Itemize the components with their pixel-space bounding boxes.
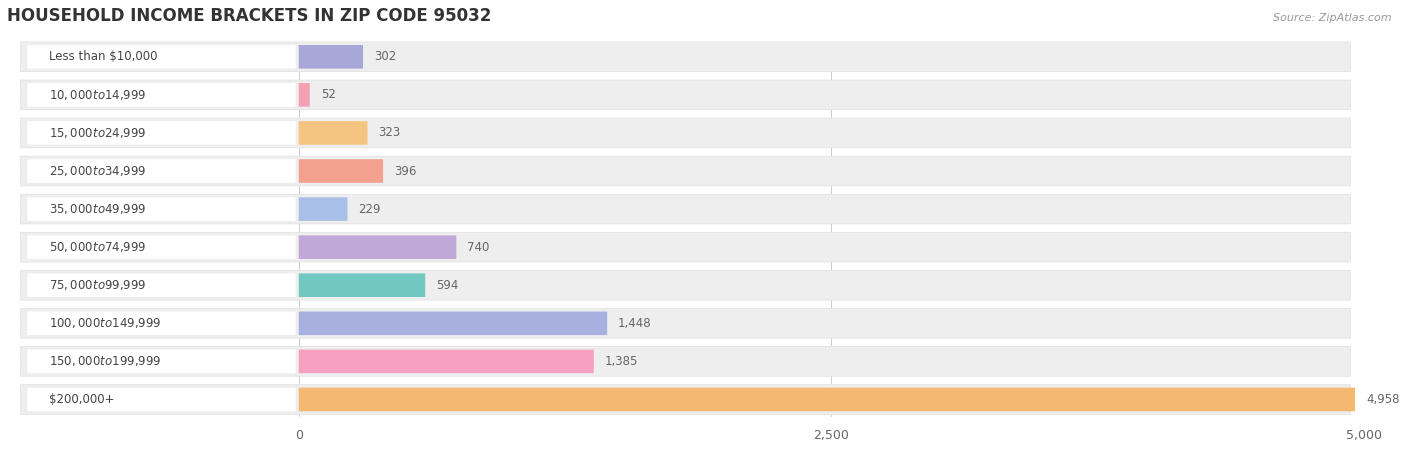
FancyBboxPatch shape — [27, 387, 295, 411]
Text: $75,000 to $99,999: $75,000 to $99,999 — [49, 278, 146, 292]
FancyBboxPatch shape — [21, 308, 1350, 338]
FancyBboxPatch shape — [21, 347, 1350, 376]
Text: 4,958: 4,958 — [1367, 393, 1399, 406]
FancyBboxPatch shape — [21, 270, 1350, 300]
FancyBboxPatch shape — [21, 156, 1350, 186]
Text: $50,000 to $74,999: $50,000 to $74,999 — [49, 240, 146, 254]
FancyBboxPatch shape — [27, 159, 295, 183]
Text: 323: 323 — [378, 127, 401, 140]
FancyBboxPatch shape — [298, 350, 593, 373]
FancyBboxPatch shape — [27, 197, 295, 221]
Text: 740: 740 — [467, 241, 489, 254]
Text: $150,000 to $199,999: $150,000 to $199,999 — [49, 354, 162, 368]
FancyBboxPatch shape — [27, 121, 295, 145]
Text: 302: 302 — [374, 50, 396, 63]
FancyBboxPatch shape — [298, 235, 457, 259]
FancyBboxPatch shape — [298, 273, 425, 297]
FancyBboxPatch shape — [298, 387, 1355, 411]
Text: $10,000 to $14,999: $10,000 to $14,999 — [49, 88, 146, 102]
FancyBboxPatch shape — [27, 350, 295, 373]
Text: $100,000 to $149,999: $100,000 to $149,999 — [49, 316, 162, 330]
FancyBboxPatch shape — [27, 235, 295, 259]
Text: Source: ZipAtlas.com: Source: ZipAtlas.com — [1274, 13, 1392, 23]
Text: 396: 396 — [394, 164, 416, 177]
FancyBboxPatch shape — [298, 121, 367, 145]
Text: 1,385: 1,385 — [605, 355, 638, 368]
FancyBboxPatch shape — [27, 45, 295, 69]
FancyBboxPatch shape — [298, 312, 607, 335]
FancyBboxPatch shape — [27, 312, 295, 335]
FancyBboxPatch shape — [21, 194, 1350, 224]
Text: $25,000 to $34,999: $25,000 to $34,999 — [49, 164, 146, 178]
Text: 229: 229 — [359, 202, 381, 216]
FancyBboxPatch shape — [21, 80, 1350, 110]
Text: 52: 52 — [321, 88, 336, 101]
FancyBboxPatch shape — [298, 159, 382, 183]
Text: $35,000 to $49,999: $35,000 to $49,999 — [49, 202, 146, 216]
FancyBboxPatch shape — [298, 83, 309, 107]
FancyBboxPatch shape — [298, 197, 347, 221]
Text: $15,000 to $24,999: $15,000 to $24,999 — [49, 126, 146, 140]
FancyBboxPatch shape — [21, 232, 1350, 262]
Text: HOUSEHOLD INCOME BRACKETS IN ZIP CODE 95032: HOUSEHOLD INCOME BRACKETS IN ZIP CODE 95… — [7, 7, 491, 25]
FancyBboxPatch shape — [27, 83, 295, 107]
FancyBboxPatch shape — [21, 42, 1350, 72]
FancyBboxPatch shape — [21, 118, 1350, 148]
Text: 1,448: 1,448 — [619, 317, 652, 330]
Text: $200,000+: $200,000+ — [49, 393, 114, 406]
FancyBboxPatch shape — [21, 385, 1350, 414]
Text: 594: 594 — [436, 279, 458, 292]
Text: Less than $10,000: Less than $10,000 — [49, 50, 157, 63]
FancyBboxPatch shape — [298, 45, 363, 69]
FancyBboxPatch shape — [27, 273, 295, 297]
